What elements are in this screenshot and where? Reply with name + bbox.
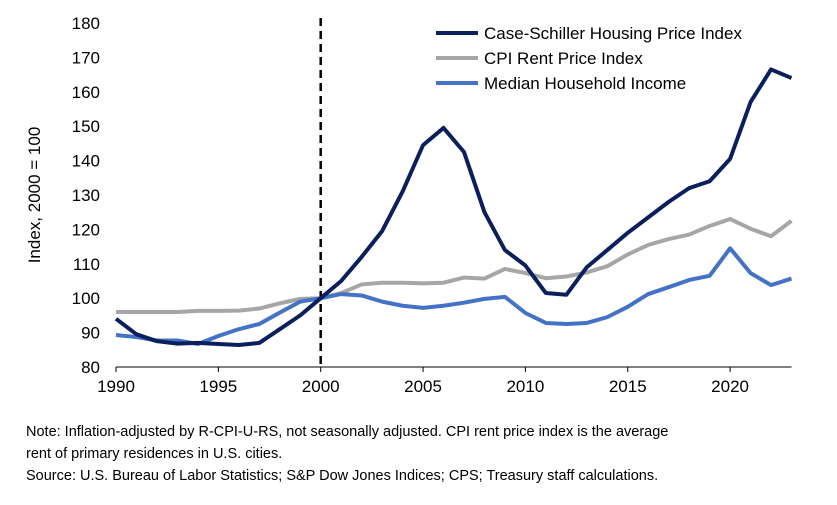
x-tick-label: 2000 xyxy=(302,377,340,396)
x-tick-label: 2020 xyxy=(711,377,749,396)
y-tick-label: 90 xyxy=(81,324,100,343)
series-line-1 xyxy=(116,217,793,314)
line-chart: Index, 2000 = 100 80 90 100 110 120 130 140 150… xyxy=(25,14,793,396)
x-tick-label: 2010 xyxy=(506,377,544,396)
series-line-2 xyxy=(115,246,793,346)
y-tick-label: 110 xyxy=(73,255,100,274)
y-tick-label: 160 xyxy=(72,83,100,102)
y-axis-label: Index, 2000 = 100 xyxy=(25,127,44,264)
y-tick-label: 130 xyxy=(72,186,100,205)
y-tick-label: 180 xyxy=(72,14,100,33)
x-tick-label: 1990 xyxy=(97,377,135,396)
y-tick-label: 120 xyxy=(72,220,100,239)
y-tick-label: 150 xyxy=(72,117,100,136)
x-tick-label: 2005 xyxy=(404,377,442,396)
x-tick-label: 1995 xyxy=(199,377,237,396)
source-line: Source: U.S. Bureau of Labor Statistics;… xyxy=(26,468,659,484)
legend-label: Median Household Income xyxy=(484,74,686,93)
x-tick-label: 2015 xyxy=(609,377,647,396)
y-tick-label: 80 xyxy=(81,358,100,377)
y-tick-label: 170 xyxy=(72,48,100,67)
y-tick-label: 100 xyxy=(72,289,100,308)
legend-label: Case-Schiller Housing Price Index xyxy=(484,24,742,43)
note-line-1: Note: Inflation-adjusted by R-CPI-U-RS, … xyxy=(26,424,669,440)
note-line-2: rent of primary residences in U.S. citie… xyxy=(26,446,283,462)
legend-label: CPI Rent Price Index xyxy=(484,49,643,68)
y-tick-label: 140 xyxy=(72,152,100,171)
series-line-0 xyxy=(114,67,793,347)
